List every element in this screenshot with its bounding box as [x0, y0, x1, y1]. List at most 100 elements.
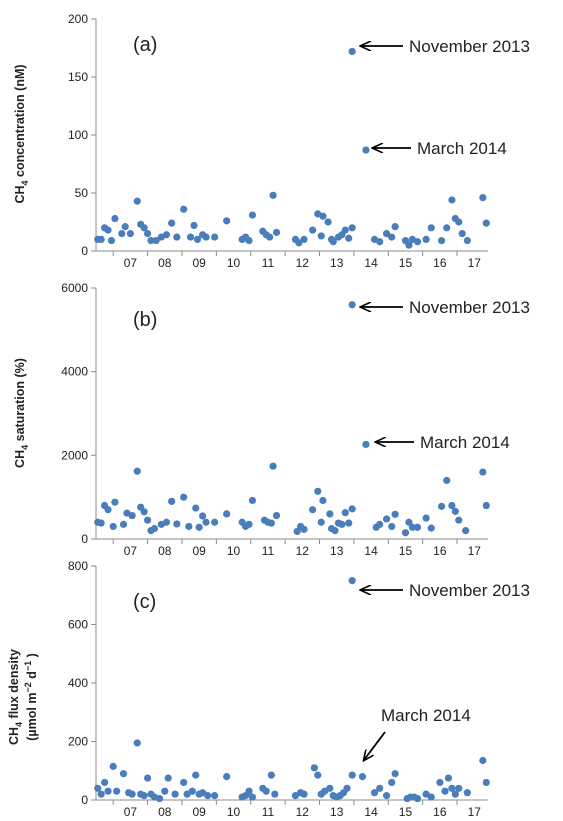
panel-b-data-point	[413, 523, 422, 531]
panel-b-points	[94, 301, 490, 537]
panel-a-x-tick-label: 15	[399, 256, 413, 270]
panel-b-data-point	[451, 507, 459, 515]
panel-c-data-point	[211, 792, 219, 800]
panel-a-data-point	[190, 221, 198, 230]
panel-a-data-point	[97, 235, 105, 243]
panel-b-y-tick-label: 0	[81, 532, 88, 546]
panel-c-data-point	[436, 778, 444, 787]
panel-b-x-tick-label: 08	[158, 544, 172, 558]
panel-b-data-point	[248, 496, 257, 505]
panel-b-data-point	[128, 511, 136, 520]
panel-c-data-point	[133, 739, 141, 747]
panel-c-data-point	[119, 770, 128, 778]
panel-b-data-point	[104, 506, 112, 514]
panel-b-data-point	[401, 529, 410, 537]
panel-b-data-point	[448, 501, 456, 510]
panel-a-label: (a)	[133, 34, 157, 56]
panel-b-data-point	[462, 527, 470, 535]
panel-b-data-point	[331, 527, 339, 535]
panel-b-x-tick-label: 10	[227, 544, 241, 558]
panel-c-data-point	[348, 771, 356, 779]
panel-b-x-tick-label: 15	[399, 544, 413, 558]
panel-c-data-point	[310, 764, 318, 772]
panel-a-data-point	[300, 235, 308, 243]
panel-a-data-point	[180, 205, 188, 213]
panel-a-data-point	[443, 224, 451, 232]
panel-a-data-point	[118, 230, 126, 238]
panel-a-data-point	[162, 231, 171, 239]
panel-b-x-tick-label: 09	[192, 544, 206, 558]
panel-a-annotations: November 2013 March 2014	[361, 37, 530, 158]
panel-c-data-point	[180, 778, 188, 787]
panel-a-x-tick-label: 12	[296, 256, 310, 270]
panel-a-data-point	[362, 146, 370, 154]
panel-b-data-point	[443, 476, 451, 485]
panel-a-y-tick-label: 150	[68, 70, 88, 84]
panel-a-y-tick-label: 50	[75, 186, 89, 200]
panel-a-data-point	[376, 238, 384, 246]
panel-b-data-point	[348, 301, 356, 309]
panel-c-mar-annotation: March 2014	[381, 706, 471, 725]
panel-b-x-tick-label: 17	[468, 544, 482, 558]
panel-c-data-point	[358, 773, 367, 781]
panel-b-data-point	[111, 498, 119, 506]
panel-c-data-point	[109, 762, 117, 770]
panel-b-data-point	[362, 440, 370, 449]
panel-a-data-point	[266, 233, 274, 241]
panel-a-x-tick-label: 13	[330, 256, 344, 270]
panel-a-data-point	[269, 191, 277, 199]
panel-c-data-point	[143, 774, 152, 782]
panel-a-data-point	[422, 235, 430, 243]
panel-b-data-point	[192, 504, 200, 512]
panel-a-x-tick-label: 08	[158, 256, 172, 270]
panel-b-data-point	[173, 520, 181, 528]
panel-c-y-tick-label: 0	[81, 793, 88, 807]
panel-b-data-point	[272, 511, 281, 520]
panel-b-data-point	[267, 519, 275, 527]
panel-a-data-point	[345, 234, 353, 242]
panel-a-data-point	[479, 194, 487, 202]
panel-a-y-axis-label: CH4 concentration (nM)	[13, 64, 30, 203]
panel-a-data-point	[126, 230, 134, 238]
panel-c-x-tick-label: 11	[262, 805, 275, 819]
panel-b-data-point	[427, 524, 435, 532]
panel-c-annotations: November 2013 March 2014	[361, 581, 530, 760]
panel-a-data-point	[211, 233, 219, 241]
panel-a-data-point	[248, 211, 257, 219]
panel-b-nov-annotation: November 2013	[409, 298, 530, 317]
panel-b-data-point	[300, 525, 308, 533]
panel-b-label: (b)	[133, 309, 157, 331]
panel-b-data-point	[348, 505, 356, 513]
panel-a-data-point	[482, 219, 490, 227]
panel-a-x-tick-label: 14	[364, 256, 378, 270]
panel-c-data-point	[223, 773, 231, 781]
panel-a-data-point	[391, 223, 399, 231]
panel-c-data-point	[348, 577, 356, 585]
panel-c-data-point	[370, 789, 379, 797]
panel-c-y-tick-label: 200	[68, 735, 88, 749]
panel-a-data-point	[413, 238, 422, 246]
panel-c-data-point	[376, 784, 384, 792]
panel-c-data-point	[271, 790, 279, 798]
panel-b-data-point	[422, 514, 430, 522]
panel-c-x-tick-label: 15	[399, 805, 413, 819]
panel-c-data-point	[188, 787, 196, 795]
panel-b-data-point	[482, 501, 490, 510]
panel-c-data-point	[388, 778, 396, 787]
panel-a-data-point	[348, 224, 356, 232]
panel-a-axes: 0 50 100 150 200 07 08 09 10 11 12 13 14 15 16 17	[68, 12, 488, 270]
panel-b-data-point	[455, 516, 463, 524]
panel-c-data-point	[326, 784, 334, 792]
panel-a-x-tick-label: 16	[433, 256, 447, 270]
panel-b-x-tick-label: 07	[124, 544, 138, 558]
panel-a-y-tick-label: 0	[81, 244, 88, 258]
panel-b-y-axis-label: CH4 saturation (%)	[13, 358, 30, 468]
panel-a-data-point	[111, 214, 119, 223]
panel-b-data-point	[319, 496, 327, 505]
panel-c-x-tick-label: 07	[124, 805, 138, 819]
panel-c-data-point	[482, 778, 490, 787]
panel-a-data-point	[455, 218, 463, 226]
panel-c-mar-arrow	[364, 731, 386, 760]
panel-a-data-point	[104, 226, 112, 234]
